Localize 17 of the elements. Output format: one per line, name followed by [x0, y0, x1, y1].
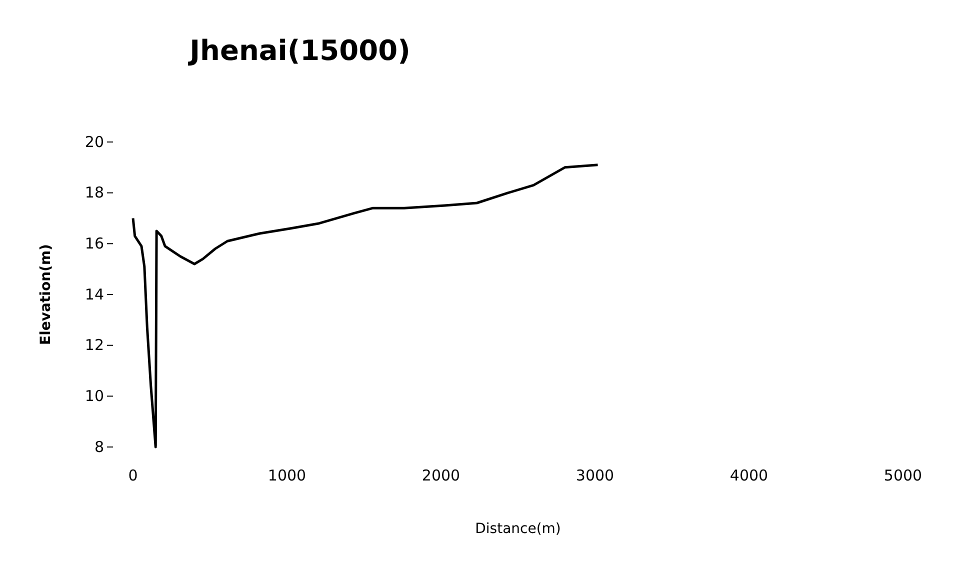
- x-tick-label: 1000: [268, 466, 306, 485]
- y-tick-label: 14: [84, 285, 104, 304]
- x-tick-label: 5000: [884, 466, 922, 485]
- x-axis-title: Distance(m): [475, 521, 561, 537]
- x-tick-label: 4000: [730, 466, 768, 485]
- y-axis-title: Elevation(m): [38, 244, 54, 345]
- y-tick-label: 20: [84, 132, 104, 151]
- y-tick-label: 10: [84, 386, 104, 405]
- y-tick-label: 8: [94, 438, 104, 456]
- y-tick-label: 18: [84, 184, 104, 202]
- line-series: [132, 164, 600, 448]
- x-tick-label: 3000: [576, 466, 614, 485]
- x-tick-label: 2000: [422, 466, 460, 485]
- x-tick-label: 0: [128, 466, 138, 485]
- y-tick-label: 12: [84, 336, 104, 354]
- chart-title: Jhenai(15000): [188, 34, 410, 67]
- y-tick-label: 16: [84, 234, 104, 252]
